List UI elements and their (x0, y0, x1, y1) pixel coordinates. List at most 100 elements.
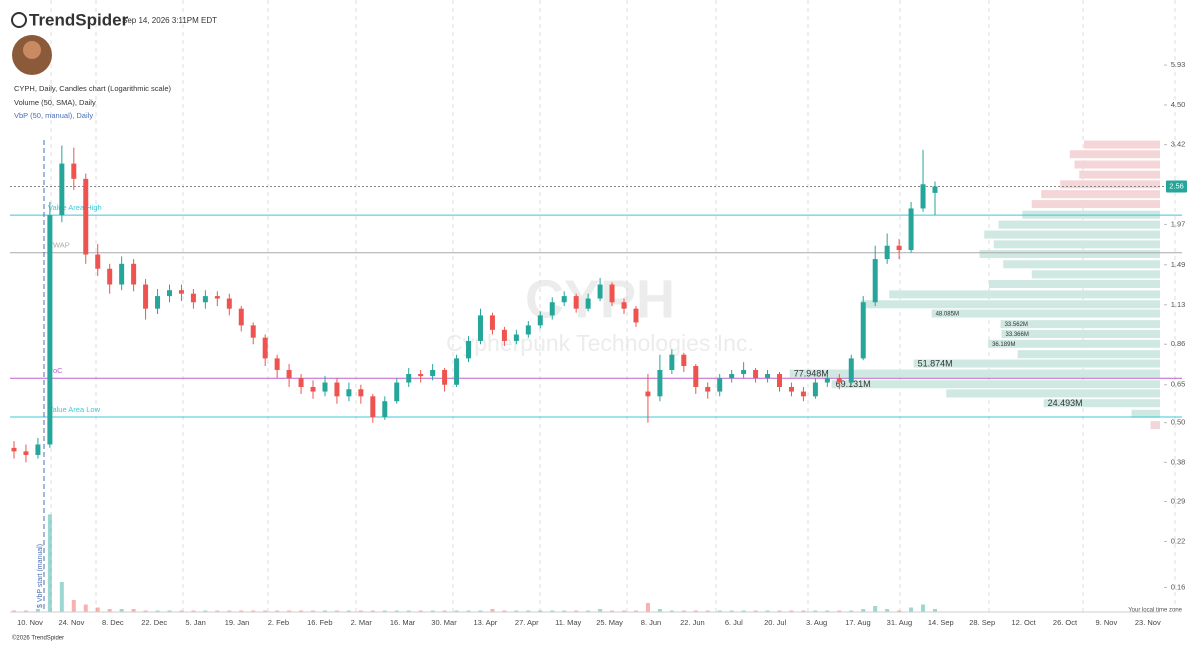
x-tick-label: 16. Feb (307, 618, 332, 627)
volume-bar (633, 610, 638, 612)
candle-body (466, 340, 472, 359)
volume-bar (95, 607, 100, 612)
candle-body (788, 386, 794, 392)
x-tick-label: 6. Jul (725, 618, 743, 627)
volume-bar (861, 609, 866, 612)
vbp-bar (789, 369, 1160, 378)
y-tick-label: 0.16 (1171, 582, 1186, 591)
volume-bar (23, 610, 28, 612)
candle-body (836, 378, 842, 383)
vbp-label: 69.131M (836, 379, 871, 389)
candle-body (286, 369, 292, 379)
volume-bar (849, 610, 854, 612)
volume-bar (311, 610, 316, 612)
volume-bar (119, 609, 124, 612)
candle-body (358, 389, 364, 397)
y-tick-label: 0.22 (1171, 536, 1186, 545)
volume-bar (873, 606, 878, 612)
volume-bar (83, 604, 88, 612)
candle-body (47, 215, 53, 445)
vbp-bar (946, 389, 1160, 398)
vbp-label: 24.493M (1048, 398, 1083, 408)
candle-body (824, 378, 830, 383)
level-label: PoC (48, 366, 63, 375)
candle-body (334, 382, 340, 397)
candle-body (119, 263, 125, 285)
candle-body (489, 315, 495, 330)
vbp-bar (1031, 270, 1160, 279)
candle-body (298, 378, 304, 387)
x-tick-label: 27. Apr (515, 618, 539, 627)
volume-bar (346, 610, 351, 612)
volume-bar (478, 610, 483, 612)
volume-bar (35, 609, 40, 612)
volume-bar (502, 610, 507, 612)
vbp-bar (1001, 330, 1160, 339)
plot: 5.93 4.50 3.42 1.97 1.49 1.13 0.86 0.65 0.50 0.38… (10, 60, 1187, 627)
vbp-bar (998, 220, 1160, 229)
candle-body (155, 296, 161, 309)
candle-body (107, 268, 113, 285)
x-tick-label: 28. Sep (969, 618, 995, 627)
current-price-label: 2.56 (1169, 182, 1184, 191)
volume-bar (454, 610, 459, 612)
candle-body (274, 358, 280, 370)
brand: TrendSpider (29, 10, 129, 29)
candle-body (442, 369, 448, 385)
vbp-bar (913, 359, 1160, 368)
candle-body (477, 315, 483, 341)
volume-bar (227, 610, 232, 612)
volume-bar (538, 610, 543, 612)
volume-bar (143, 610, 148, 612)
volume-bar (574, 610, 579, 612)
y-tick-label: 0.65 (1171, 380, 1186, 389)
current-price-box (1166, 180, 1187, 193)
vbp-bar (1003, 260, 1160, 269)
x-tick-label: 5. Jan (185, 618, 205, 627)
candle-body (11, 447, 17, 452)
candle-body (310, 386, 316, 392)
x-tick-label: 10. Nov (17, 618, 43, 627)
x-tick-label: 13. Apr (474, 618, 498, 627)
candle-body (59, 163, 65, 216)
candle-body (812, 382, 818, 397)
volume-bar (71, 600, 76, 612)
vbp-label: 36.189M (992, 342, 1015, 348)
volume-bar (514, 610, 519, 612)
vbp-label: 33.366M (1006, 332, 1029, 338)
level-label: Value Area Low (48, 405, 101, 414)
copyright: ©2026 TrendSpider (12, 635, 64, 642)
volume-bar (239, 610, 244, 612)
candle-body (250, 325, 256, 338)
candle-body (705, 386, 711, 392)
volume-bar (717, 610, 722, 612)
candle-body (131, 263, 137, 285)
candle-body (382, 401, 388, 418)
volume-bar (287, 610, 292, 612)
chart-title: CYPH, Daily, Candles chart (Logarithmic … (14, 84, 172, 93)
timestamp: Sep 14, 2026 3:11PM EDT (122, 16, 217, 25)
x-tick-label: 2. Mar (351, 618, 373, 627)
y-tick-label: 0.38 (1171, 457, 1186, 466)
volume-bar (430, 610, 435, 612)
volume-bar (801, 610, 806, 612)
candle-body (83, 178, 89, 255)
volume-bar (12, 610, 16, 612)
y-tick-label: 1.49 (1171, 260, 1186, 269)
volume-bar (897, 610, 902, 612)
vbp-bar (979, 249, 1160, 258)
volume-bar (741, 610, 746, 612)
candle-body (214, 296, 220, 299)
vbp-bar (989, 280, 1160, 289)
x-tick-label: 17. Aug (845, 618, 870, 627)
volume-bar (657, 609, 662, 612)
candle-body (71, 163, 77, 179)
candle-body (669, 354, 675, 370)
candle-body (896, 245, 902, 251)
x-tick-label: 2. Feb (268, 618, 289, 627)
candle-body (597, 284, 603, 299)
indicator-label: VbP (50, manual), Daily (14, 111, 93, 120)
x-tick-label: 8. Dec (102, 618, 124, 627)
candle-body (549, 302, 555, 316)
candle-body (501, 329, 507, 341)
